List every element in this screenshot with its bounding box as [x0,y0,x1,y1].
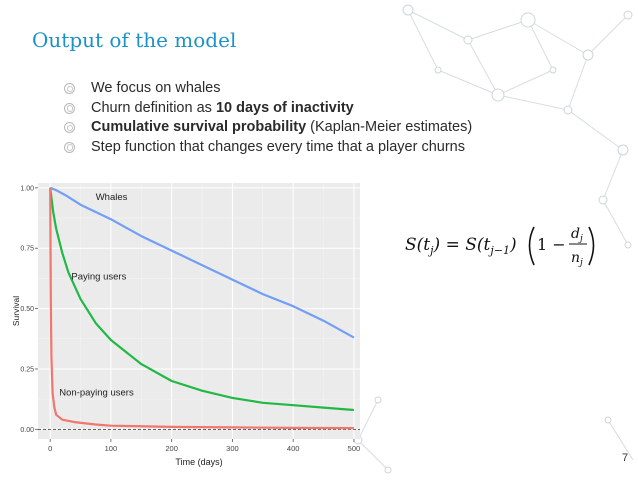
bullet-text-bold: 10 days of inactivity [215,99,354,116]
bullet-ring-icon [64,102,75,114]
x-tick-label: 100 [105,444,118,453]
y-tick-label: 0.00 [20,427,34,434]
formula-den: n [571,250,580,266]
series-line [49,186,355,339]
bullet-text: We focus on whales [91,80,221,96]
svg-text:nj: nj [571,250,583,268]
bullet-ring-icon [64,83,75,95]
x-tick-label: 500 [348,444,361,453]
survival-chart: Whales Paying users Non-paying users 0 100 20… [11,177,372,477]
plot-panel [38,183,360,439]
x-tick-label: 200 [165,444,178,453]
x-tick-label: 400 [287,444,300,453]
y-tick-label: 0.25 [20,366,34,373]
y-tick-label: 1.00 [20,185,34,192]
formula-close: ) [509,235,517,255]
bullet-item: Cumulative survival probability (Kaplan-… [64,118,472,138]
bullet-item: We focus on whales [64,79,472,99]
y-axis-title: Survival [12,296,21,326]
survival-chart-svg: Whales Paying users Non-paying users 0 100 20… [11,183,361,467]
series-line [49,187,354,412]
svg-text:S(tj) = S(tj−1): S(tj) = S(tj−1) [405,235,517,257]
network-background-graphic [353,4,634,474]
formula-one-minus: 1 − [537,235,566,254]
series-annotation-label: Paying users [71,272,126,283]
y-tick-label: 0.75 [20,246,34,253]
formula-eq: ) = S(t [433,235,491,255]
x-tick-label: 0 [48,444,52,453]
y-tick-label: 0.50 [20,306,34,313]
svg-text:dj: dj [571,226,583,244]
formula-rhs-sub: j−1 [487,244,510,257]
bullet-item: Churn definition as 10 days of inactivit… [64,99,472,119]
bullet-text: Step function that changes every time th… [91,138,465,155]
kaplan-meier-formula: S(tj) = S(tj−1) 1 − dj nj [405,226,595,268]
formula-lhs: S(t [405,235,430,255]
series-annotation-label: Whales [96,192,128,203]
bullet-text-bold: Cumulative survival probability [91,119,307,135]
bullet-ring-icon [64,141,75,153]
slide-title: Output of the model [32,28,237,52]
bullet-list: We focus on whales Churn definition as 1… [64,79,472,157]
formula-lhs-sub: j [427,244,434,257]
series-line [49,187,354,430]
bullet-item: Step function that changes every time th… [64,138,472,158]
page-number: 7 [622,452,629,464]
series-annotation-label: Non-paying users [59,388,134,399]
x-axis-title: Time (days) [175,457,222,467]
formula-num-sub: j [578,234,583,244]
bullet-text: (Kaplan-Meier estimates) [306,119,473,135]
bullet-ring-icon [64,122,75,134]
bullet-text: Churn definition as [91,99,216,116]
x-tick-label: 300 [226,444,239,453]
formula-num: d [571,226,580,242]
formula-den-sub: j [578,258,583,268]
